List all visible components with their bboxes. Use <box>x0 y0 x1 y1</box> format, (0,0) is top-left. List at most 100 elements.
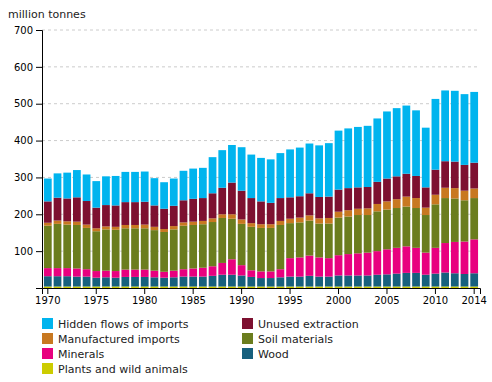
bar <box>44 223 52 226</box>
bar <box>121 172 129 202</box>
bar <box>277 287 285 288</box>
bar <box>247 155 255 198</box>
bar <box>151 205 159 226</box>
tick-label: 200 <box>14 209 33 220</box>
tick-mark <box>474 288 475 294</box>
bar <box>286 219 294 223</box>
bar <box>209 222 217 266</box>
bar <box>180 171 188 200</box>
bar <box>257 201 265 224</box>
bar <box>412 208 420 248</box>
bar <box>470 198 478 239</box>
bar <box>344 216 352 254</box>
tick-mark <box>338 288 339 294</box>
bar <box>151 230 159 271</box>
bar <box>238 275 246 286</box>
bar <box>257 224 265 228</box>
bar <box>228 183 236 215</box>
bar <box>451 198 459 241</box>
bar <box>102 271 110 278</box>
bar <box>83 225 91 228</box>
bar <box>228 287 236 288</box>
bar <box>364 287 372 288</box>
bar <box>44 268 52 276</box>
tick: 500 <box>14 98 42 109</box>
bar <box>54 268 62 276</box>
legend-swatch <box>42 318 53 329</box>
bar <box>393 208 401 248</box>
bar <box>238 219 246 223</box>
bar <box>44 179 52 202</box>
bar <box>54 276 62 286</box>
bar <box>344 275 352 286</box>
bar <box>277 277 285 286</box>
legend-label: Hidden flows of imports <box>58 318 189 331</box>
bar <box>383 274 391 286</box>
bar <box>218 188 226 215</box>
tick-label: 600 <box>14 62 33 73</box>
bar <box>461 191 469 201</box>
legend-label: Soil materials <box>258 333 333 346</box>
bar <box>238 191 246 220</box>
bar <box>383 287 391 288</box>
bar <box>422 187 430 207</box>
bar <box>373 182 381 204</box>
bar <box>121 277 129 287</box>
bar <box>354 287 362 288</box>
bar <box>141 225 149 229</box>
tick-mark <box>47 288 48 294</box>
bar <box>364 215 372 253</box>
bar <box>432 195 440 205</box>
axis-line <box>43 289 481 295</box>
tick: 1995 <box>277 288 302 306</box>
bar <box>73 268 81 276</box>
tick-label: 1970 <box>35 295 60 306</box>
legend-swatch <box>42 348 53 359</box>
bar <box>63 221 71 224</box>
bar <box>402 273 410 287</box>
bar <box>112 287 120 288</box>
bar <box>354 127 362 187</box>
bar <box>73 222 81 225</box>
tick <box>36 288 42 289</box>
tick-label: 1985 <box>180 295 205 306</box>
bar <box>364 187 372 208</box>
bar <box>112 176 120 205</box>
bar <box>432 248 440 274</box>
bar <box>209 157 217 193</box>
bar <box>335 287 343 288</box>
bar <box>209 266 217 276</box>
bar <box>199 198 207 221</box>
bar <box>315 224 323 258</box>
bar <box>267 159 275 202</box>
bar <box>121 202 129 225</box>
bar <box>412 110 420 176</box>
bar <box>247 198 255 223</box>
bar <box>199 224 207 267</box>
bar <box>306 276 314 287</box>
bar <box>112 230 120 271</box>
bar <box>131 228 139 269</box>
tick: 100 <box>14 246 42 257</box>
bar <box>383 179 391 202</box>
bar <box>373 211 381 251</box>
bar <box>44 276 52 286</box>
legend-swatch <box>42 363 53 374</box>
tick-label: 1990 <box>229 295 254 306</box>
bar <box>451 162 459 189</box>
bar <box>131 287 139 288</box>
bar <box>402 174 410 197</box>
bar <box>189 277 197 287</box>
bar <box>151 287 159 288</box>
tick-mark <box>386 288 387 294</box>
bar <box>296 148 304 197</box>
grid-line <box>42 103 480 104</box>
bar <box>63 173 71 199</box>
bar <box>364 126 372 187</box>
tick-mark <box>96 288 97 294</box>
bar <box>393 108 401 176</box>
bar <box>286 277 294 287</box>
bar <box>354 215 362 253</box>
bar <box>451 287 459 288</box>
tick-mark <box>36 177 42 178</box>
